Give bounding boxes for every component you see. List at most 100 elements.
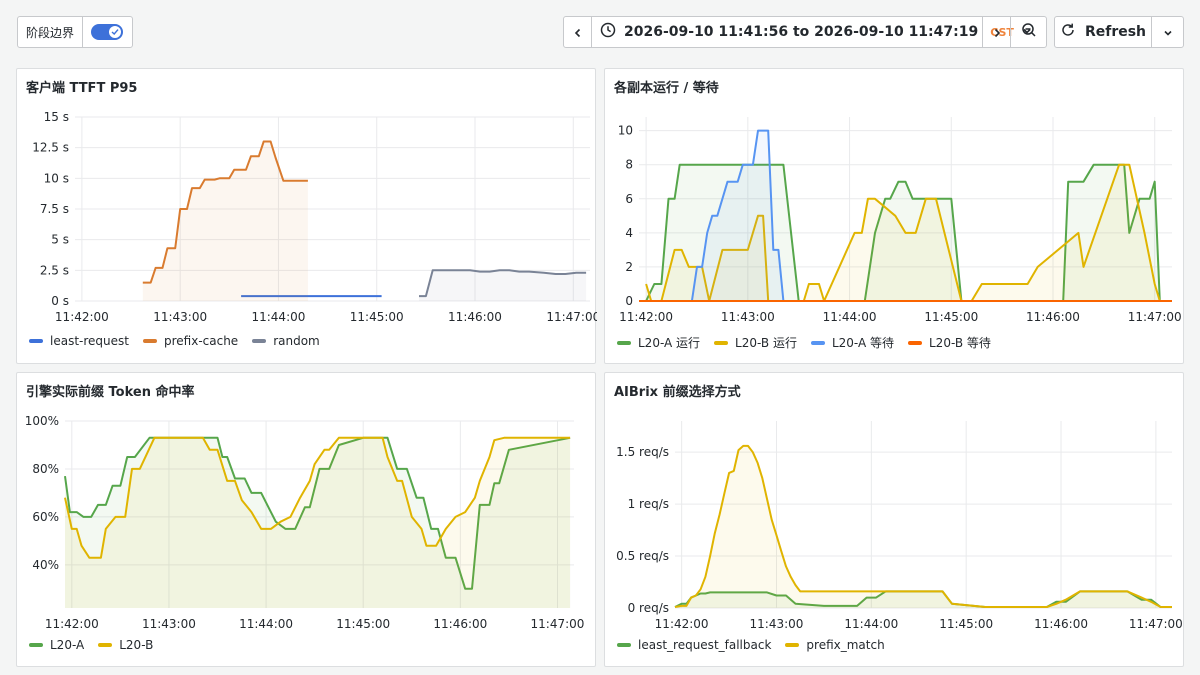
y-tick-label: 5 s <box>51 233 69 247</box>
chevron-down-icon <box>1022 24 1032 40</box>
y-tick-label: 80% <box>32 462 59 476</box>
series-line <box>419 269 587 298</box>
chevron-right-icon <box>992 23 1002 42</box>
series-area <box>675 445 1172 608</box>
panel-prefix-token-hit-rate: 引擎实际前缀 Token 命中率 40% 60% 80% 100% 11:42:00 11… <box>16 372 596 667</box>
legend-label: L20-B 等待 <box>929 336 991 350</box>
time-range-picker[interactable]: 2026-09-10 11:41:56 to 2026-09-10 11:47:… <box>592 17 1031 47</box>
legend: L20-A 运行 L20-B 运行 L20-A 等待 L20-B 等待 <box>617 334 991 351</box>
x-tick-label: 11:46:00 <box>1026 310 1080 324</box>
x-tick-label: 11:46:00 <box>1034 617 1088 631</box>
y-tick-label: 8 <box>625 158 633 172</box>
time-back-button[interactable] <box>564 17 592 47</box>
legend-item[interactable]: random <box>252 334 320 348</box>
panel-title: 引擎实际前缀 Token 命中率 <box>26 385 195 400</box>
x-tick-label: 11:43:00 <box>142 617 196 631</box>
x-tick-label: 11:43:00 <box>721 310 775 324</box>
legend-swatch <box>617 643 631 647</box>
time-forward-button[interactable] <box>983 17 1011 47</box>
phase-boundary-toggle[interactable]: 阶段边界 <box>17 16 133 48</box>
legend-label: least-request <box>50 334 129 348</box>
legend-item[interactable]: L20-B 等待 <box>908 334 991 351</box>
panel-replica-running-waiting: 各副本运行 / 等待 0 2 4 6 8 10 11:42:00 11:43:00 11:44:… <box>604 68 1184 364</box>
chart-aibrix-prefix-selection: 0 req/s 0.5 req/s 1 req/s 1.5 req/s 11:42:00… <box>616 421 1183 631</box>
legend-swatch <box>252 339 267 343</box>
y-tick-label: 12.5 s <box>32 141 69 155</box>
x-tick-label: 11:42:00 <box>655 617 709 631</box>
phase-boundary-switch[interactable] <box>91 24 124 40</box>
zoom-out-icon <box>1021 22 1037 42</box>
panel-ttft: 客户端 TTFT P95 0 s 2.5 s 5 s 7.5 s 10 s 12.5 s 1… <box>16 68 597 364</box>
y-tick-label: 60% <box>32 510 59 524</box>
clock-icon <box>600 22 616 42</box>
refresh-bar: Refresh <box>1054 16 1184 48</box>
legend-item[interactable]: L20-B 运行 <box>714 334 797 351</box>
legend-item[interactable]: L20-A 运行 <box>617 334 700 351</box>
legend-label: random <box>273 334 320 348</box>
legend-swatch <box>98 643 113 647</box>
panel-title: 各副本运行 / 等待 <box>614 81 719 96</box>
legend-item[interactable]: prefix_match <box>785 638 885 652</box>
legend-label: L20-A <box>50 638 85 652</box>
x-tick-label: 11:44:00 <box>844 617 898 631</box>
legend-swatch <box>617 340 631 345</box>
zoom-out-button[interactable] <box>1011 17 1046 47</box>
series-area <box>675 591 1172 608</box>
legend-label: least_request_fallback <box>638 638 772 652</box>
x-tick-label: 11:47:00 <box>546 310 597 324</box>
series-line <box>674 444 1172 608</box>
refresh-label: Refresh <box>1084 24 1147 40</box>
legend-item[interactable]: L20-A <box>29 638 84 652</box>
x-tick-label: 11:45:00 <box>350 310 404 324</box>
chevron-left-icon <box>573 23 583 42</box>
legend-label: L20-A 等待 <box>831 336 894 350</box>
y-tick-label: 4 <box>625 226 633 240</box>
time-to: 2026-09-10 11:47:19 <box>814 24 979 40</box>
series-line <box>645 163 1172 302</box>
x-tick-label: 11:42:00 <box>55 310 109 324</box>
time-from: 2026-09-10 11:41:56 <box>624 24 789 40</box>
legend-swatch <box>29 643 43 647</box>
legend: least-request prefix-cache random <box>29 334 320 348</box>
y-tick-label: 1 req/s <box>628 497 669 511</box>
legend-label: L20-A 运行 <box>638 336 701 350</box>
legend-label: L20-B 运行 <box>735 336 797 350</box>
legend-swatch <box>714 340 729 345</box>
series-line <box>645 163 1172 302</box>
x-tick-label: 11:46:00 <box>433 617 487 631</box>
y-tick-label: 6 <box>625 192 633 206</box>
y-tick-label: 0.5 req/s <box>616 549 669 563</box>
legend-item[interactable]: prefix-cache <box>142 334 238 348</box>
series-area <box>418 270 587 301</box>
legend-item[interactable]: L20-A 等待 <box>810 334 894 351</box>
refresh-interval-dropdown[interactable] <box>1152 17 1183 47</box>
y-tick-label: 0 <box>625 294 633 308</box>
panel-title: AIBrix 前缀选择方式 <box>614 385 741 400</box>
series-area <box>65 437 571 608</box>
x-tick-label: 11:44:00 <box>251 310 305 324</box>
series-area <box>691 130 794 301</box>
chart-ttft: 0 s 2.5 s 5 s 7.5 s 10 s 12.5 s 15 s 11:42:00 11… <box>32 110 597 324</box>
legend: least_request_fallback prefix_match <box>617 638 885 652</box>
refresh-button[interactable]: Refresh <box>1055 17 1152 47</box>
legend-item[interactable]: least-request <box>29 334 129 348</box>
chevron-down-icon <box>1163 23 1173 42</box>
y-tick-label: 1.5 req/s <box>616 445 669 459</box>
legend-swatch <box>810 340 825 345</box>
legend-item[interactable]: L20-B <box>98 638 153 652</box>
series-area <box>65 437 571 608</box>
panel-title: 客户端 TTFT P95 <box>26 81 138 96</box>
check-icon <box>109 26 122 38</box>
y-tick-label: 7.5 s <box>40 202 69 216</box>
x-tick-label: 11:43:00 <box>750 617 804 631</box>
y-tick-label: 15 s <box>44 110 69 124</box>
series-area <box>142 141 308 301</box>
legend-label: L20-B <box>119 638 154 652</box>
x-tick-label: 11:47:00 <box>531 617 585 631</box>
legend-item[interactable]: least_request_fallback <box>617 638 771 652</box>
phase-boundary-label: 阶段边界 <box>18 17 84 47</box>
legend-swatch <box>908 340 922 345</box>
x-tick-label: 11:44:00 <box>239 617 293 631</box>
y-tick-label: 10 <box>618 124 633 138</box>
series-line <box>64 436 571 559</box>
